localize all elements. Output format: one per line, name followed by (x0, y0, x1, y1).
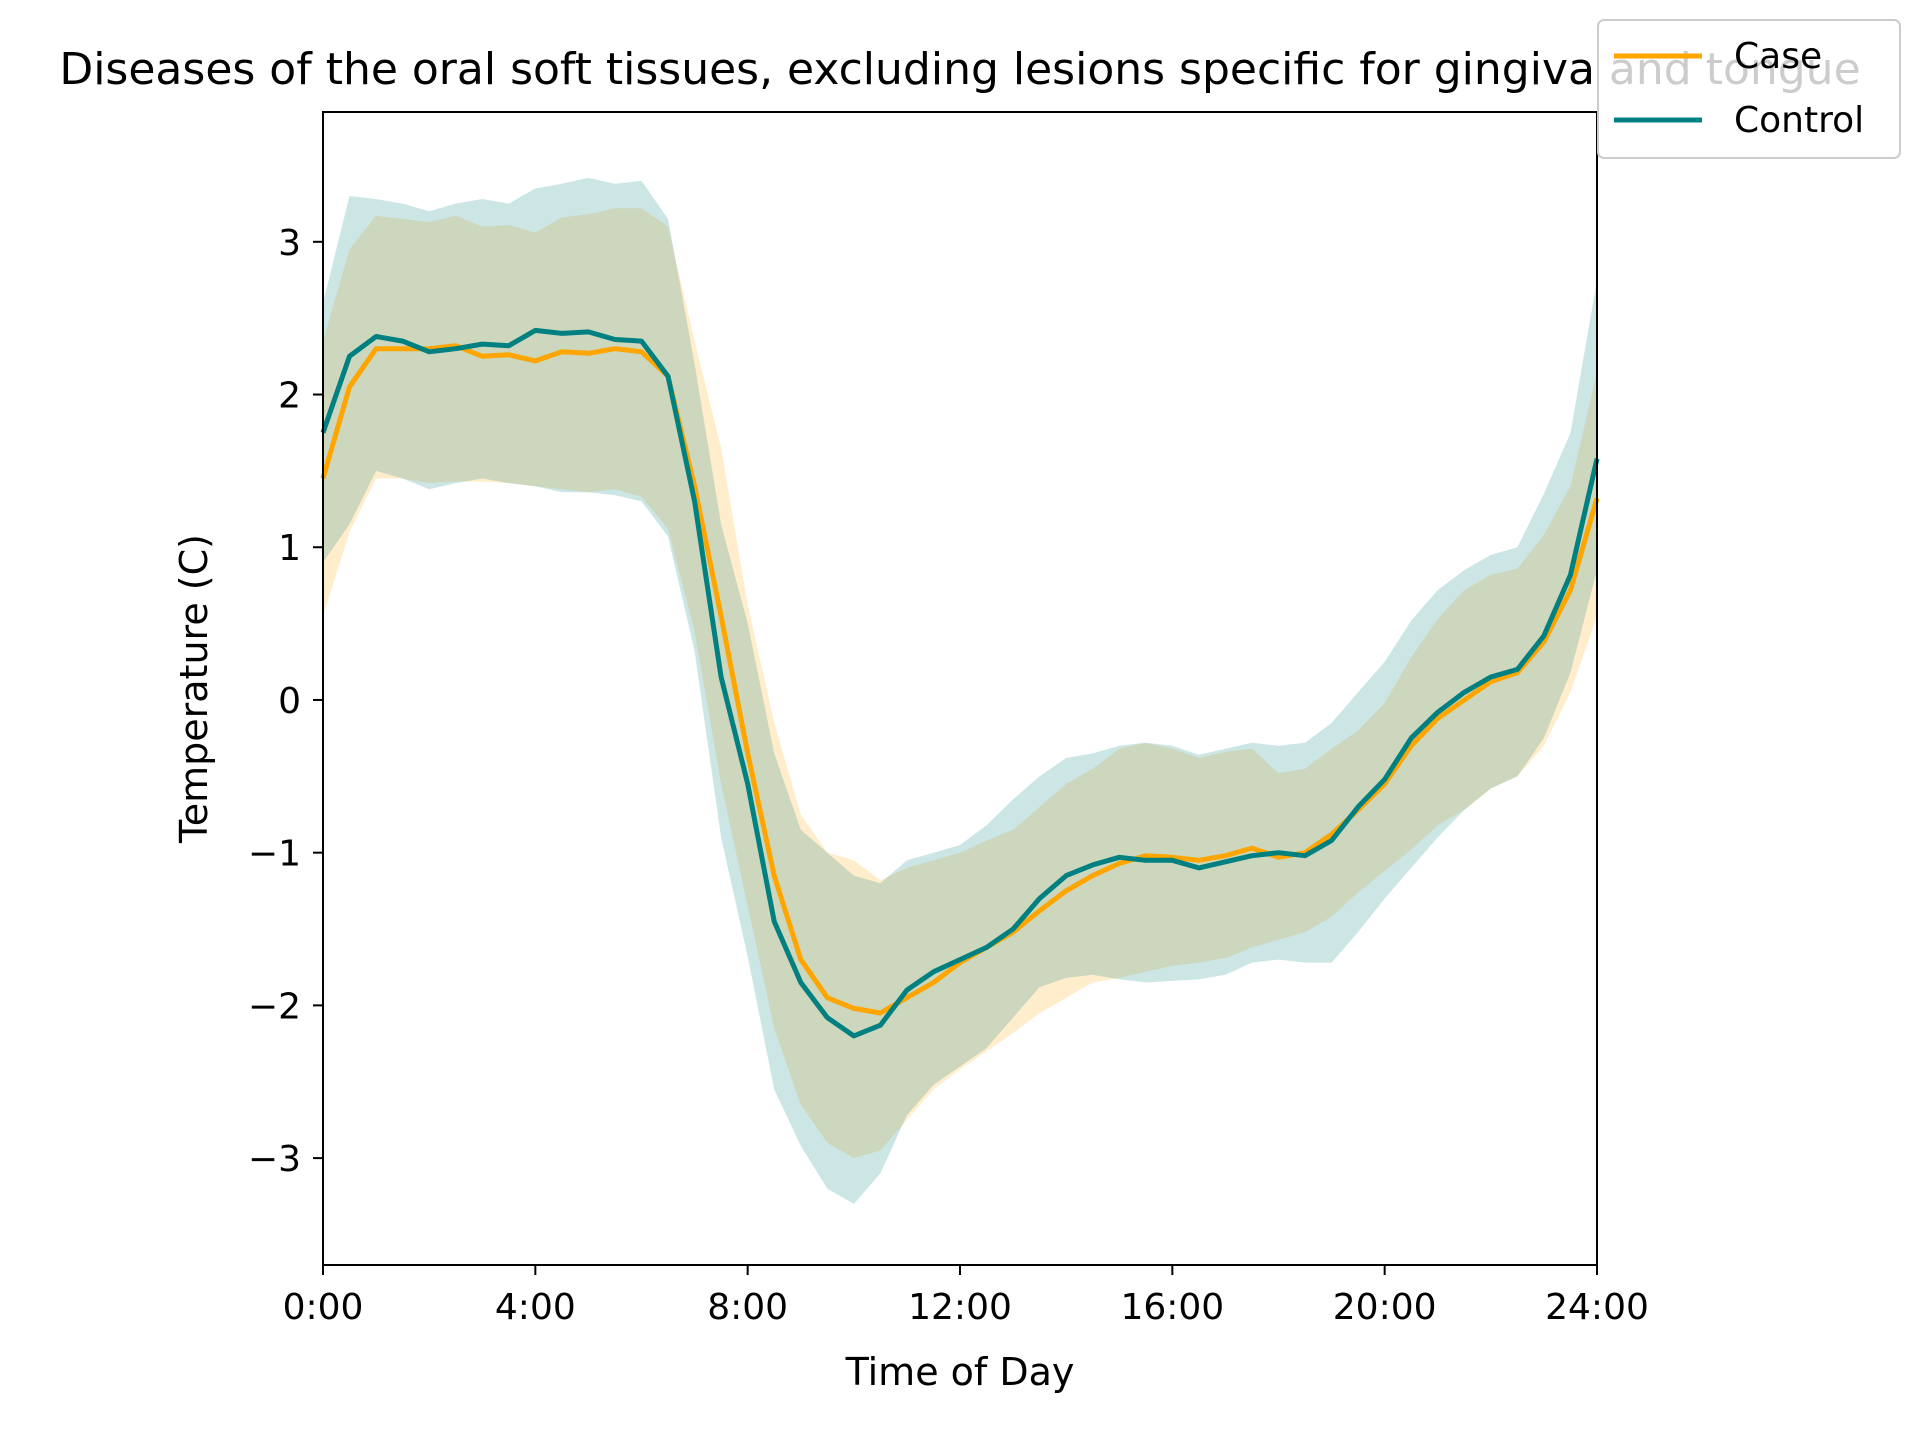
y-tick-label: −1 (248, 834, 301, 875)
y-tick-label: 3 (278, 223, 301, 264)
case-series-line (320, 343, 1600, 1016)
x-tick-label: 8:00 (707, 1287, 788, 1328)
series-lines (320, 327, 1600, 1039)
x-axis-label: Time of Day (845, 1350, 1075, 1394)
x-tick-label: 4:00 (495, 1287, 576, 1328)
x-axis-ticks: 0:00 4:00 8:00 12:00 16:00 20:00 24:00 (283, 1265, 1649, 1328)
y-tick-label: 0 (278, 681, 301, 722)
confidence-bands (323, 177, 1597, 1204)
chart-title: Diseases of the oral soft tissues, exclu… (59, 44, 1860, 95)
x-tick-label: 0:00 (283, 1287, 364, 1328)
x-tick-label: 20:00 (1333, 1287, 1437, 1328)
y-tick-label: 2 (278, 376, 301, 417)
x-tick-label: 24:00 (1545, 1287, 1649, 1328)
y-tick-label: −3 (248, 1139, 301, 1180)
legend-label-control: Control (1734, 100, 1864, 141)
legend: Case Control (1597, 19, 1901, 159)
y-tick-label: 1 (278, 528, 301, 569)
x-tick-label: 16:00 (1120, 1287, 1224, 1328)
y-tick-label: −2 (248, 986, 301, 1027)
control-series-line (320, 327, 1600, 1039)
control-confidence-band (323, 177, 1597, 1204)
legend-label-case: Case (1734, 36, 1822, 77)
y-axis-ticks: −3 −2 −1 0 1 2 3 (248, 223, 323, 1180)
case-confidence-band (323, 208, 1597, 1159)
x-tick-label: 12:00 (908, 1287, 1012, 1328)
y-axis-label: Temperature (C) (172, 534, 216, 844)
